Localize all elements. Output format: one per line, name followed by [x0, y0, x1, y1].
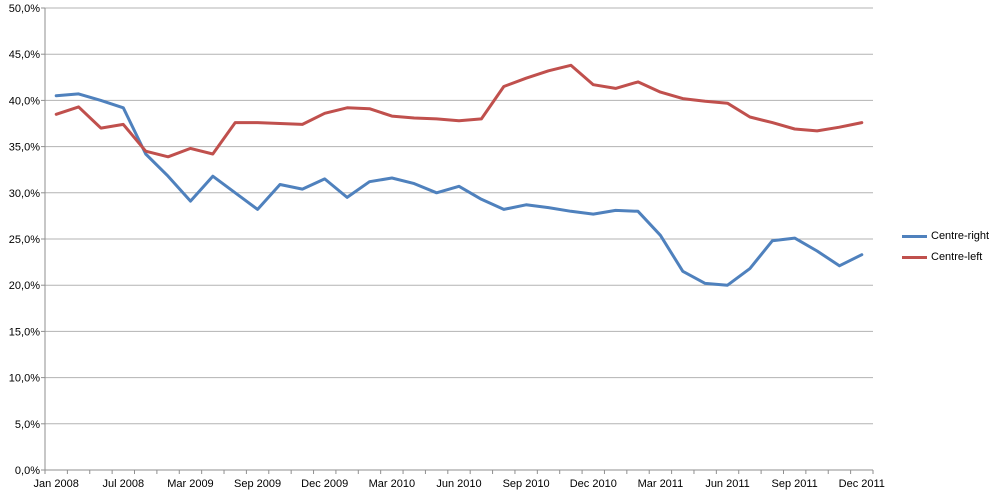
y-axis-label: 25,0% — [9, 234, 40, 246]
series-line-centre-left — [54, 63, 864, 159]
y-axis-label: 45,0% — [9, 49, 40, 61]
legend-swatch-centre-left — [902, 255, 927, 259]
legend-item-centre-right: Centre-right — [902, 229, 989, 243]
y-axis-label: 10,0% — [9, 373, 40, 385]
x-axis-label: Mar 2011 — [638, 478, 684, 490]
legend-label-centre-right: Centre-right — [931, 230, 990, 242]
y-axis-label: 20,0% — [9, 280, 40, 292]
x-axis-label: Dec 2011 — [839, 478, 885, 490]
x-axis-label: Jun 2011 — [705, 478, 749, 490]
series-line-centre-right — [54, 92, 864, 287]
x-axis-label: Jan 2008 — [34, 478, 79, 490]
y-axis-label: 30,0% — [9, 188, 40, 200]
y-axis-label: 5,0% — [15, 419, 40, 431]
x-axis-label: Mar 2010 — [369, 478, 415, 490]
x-axis-label: Sep 2010 — [503, 478, 550, 490]
y-axis-label: 0,0% — [15, 465, 40, 477]
x-axis-label: Mar 2009 — [167, 478, 213, 490]
x-axis-label: Sep 2011 — [772, 478, 818, 490]
x-axis-label: Dec 2009 — [301, 478, 348, 490]
x-axis-label: Dec 2010 — [570, 478, 617, 490]
x-axis-label: Jun 2010 — [436, 478, 481, 490]
legend-swatch-centre-right — [902, 234, 927, 238]
y-axis-label: 40,0% — [9, 95, 40, 107]
y-axis-label: 50,0% — [9, 3, 40, 15]
legend-item-centre-left: Centre-left — [902, 250, 989, 264]
x-axis-label: Jul 2008 — [103, 478, 145, 490]
y-axis-label: 35,0% — [9, 142, 40, 154]
x-axis-label: Sep 2009 — [234, 478, 281, 490]
legend: Centre-right Centre-left — [902, 229, 989, 264]
legend-label-centre-left: Centre-left — [931, 251, 983, 263]
y-axis-label: 15,0% — [9, 326, 40, 338]
